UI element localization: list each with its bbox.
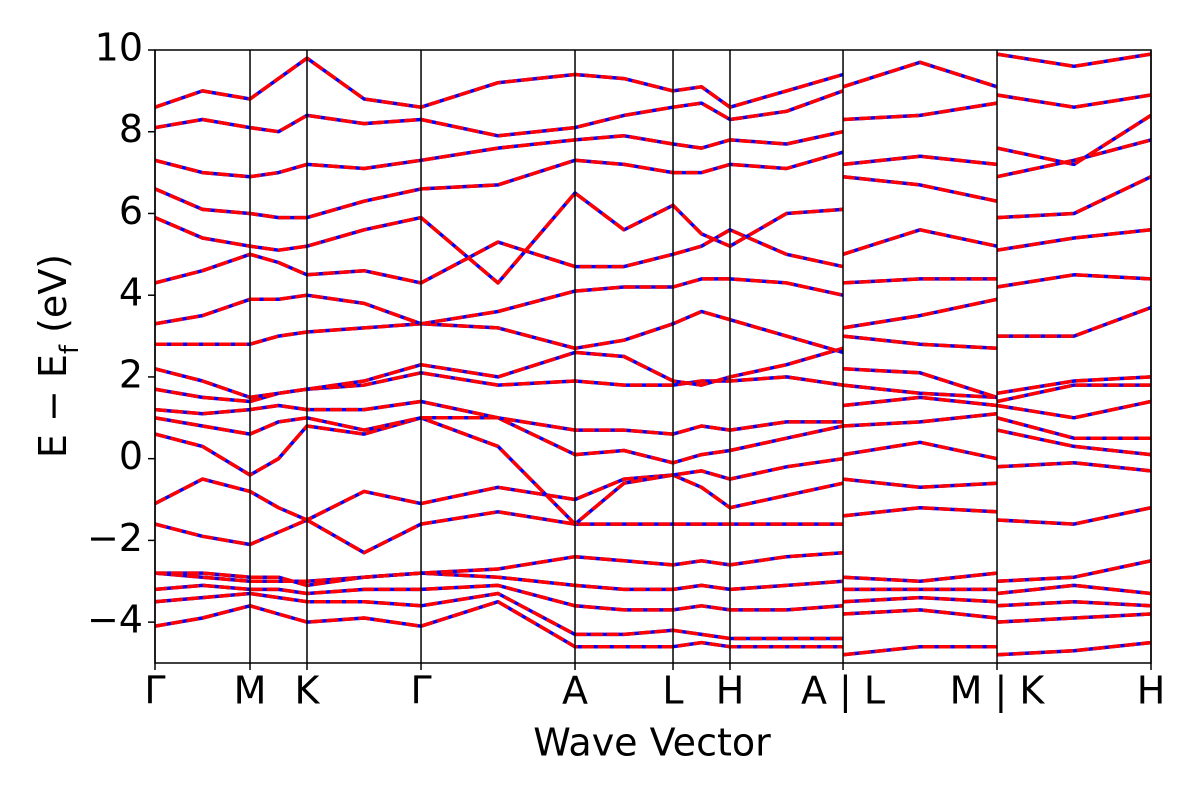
y-axis-label-part: E − E [31,354,75,458]
y-tick-label: −4 [87,598,143,642]
x-tick-label: A | L [801,669,885,714]
band-line [155,371,1151,404]
band-line-dashed [155,52,1151,109]
band-line-dashed [155,550,1151,588]
x-tick-label: Γ [144,669,165,713]
y-axis-label: E − Ef (eV) [31,254,85,458]
band-line-dashed [155,89,1151,138]
x-tick-label: A [562,669,588,713]
y-tick-label: 6 [119,189,143,233]
band-line-dashed [155,113,1151,179]
band-line-dashed [155,346,1151,404]
band-line [155,505,1151,555]
band-line-dashed [155,416,1151,526]
y-tick-label: 2 [119,352,143,396]
band-line-dashed [155,583,1151,612]
x-tick-label: K [295,669,321,713]
x-tick-label: L [662,669,683,713]
band-line [155,138,1151,220]
band-line [155,273,1151,330]
x-axis-label: Wave Vector [533,721,771,765]
y-tick-label: 10 [95,26,143,70]
band-line-dashed [155,571,1151,596]
x-tick-label: Γ [410,669,431,713]
y-tick-label: −2 [87,516,143,560]
band-line-dashed [155,599,1151,657]
x-tick-label: M [234,669,267,713]
y-axis-label-part: (eV) [31,254,75,345]
band-line-dashed [155,505,1151,555]
band-line [155,461,1151,522]
x-tick-label: H [1137,669,1166,713]
x-tick-label: M | K [950,669,1046,714]
band-line-dashed [155,371,1151,404]
band-line-dashed [155,273,1151,330]
band-line [155,411,1151,465]
band-line-dashed [155,591,1151,641]
band-line-dashed [155,305,1151,355]
band-line-dashed [155,411,1151,465]
band-line [155,228,1151,285]
y-axis-label-subscript: f [55,344,85,354]
y-tick-label: 0 [119,434,143,478]
band-line-dashed [155,228,1151,285]
y-tick-label: 4 [119,271,143,315]
x-tick-label: H [716,669,745,713]
y-tick-label: 8 [119,107,143,151]
band-line [155,89,1151,138]
band-line [155,175,1151,285]
band-line-dashed [155,461,1151,522]
band-line-dashed [155,395,1151,436]
band-line-dashed [155,175,1151,285]
band-lines [155,52,1151,657]
band-line-dashed [155,138,1151,220]
